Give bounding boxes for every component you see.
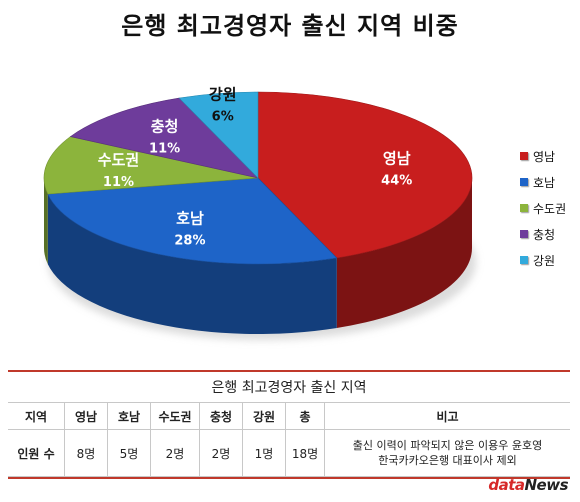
legend-label: 충청 bbox=[533, 227, 556, 242]
header-cell: 강원 bbox=[242, 402, 286, 430]
header-cell: 호남 bbox=[107, 402, 151, 430]
header-cell: 수도권 bbox=[150, 402, 200, 430]
slice-category-label: 수도권 bbox=[98, 151, 139, 169]
header-cell: 영남 bbox=[64, 402, 108, 430]
slice-value-label: 6% bbox=[212, 110, 234, 125]
legend-item: 강원 bbox=[520, 247, 566, 273]
header-cell: 총 bbox=[285, 402, 325, 430]
pie-slice-3 bbox=[69, 97, 259, 179]
legend-label: 영남 bbox=[533, 149, 556, 164]
summary-table: 은행 최고경영자 출신 지역 지역 영남 호남 수도권 충청 강원 총 비고 인… bbox=[8, 370, 570, 479]
pie-chart: 영남 44% 호남 28% 수도권 11% 충청 11% 강원 6% bbox=[43, 86, 476, 340]
slice-category-label: 충청 bbox=[151, 117, 179, 135]
note-line: 한국카카오은행 대표이사 제외 bbox=[378, 454, 517, 467]
legend-swatch bbox=[520, 230, 528, 238]
slice-value-label: 11% bbox=[149, 141, 180, 156]
slice-value-label: 11% bbox=[103, 175, 134, 190]
slice-value-label: 28% bbox=[174, 234, 205, 249]
slice-category-label: 영남 bbox=[383, 149, 411, 167]
header-cell: 충청 bbox=[199, 402, 243, 430]
legend-item: 영남 bbox=[520, 143, 566, 169]
header-cell: 지역 bbox=[8, 402, 65, 430]
table-cell: 1명 bbox=[242, 429, 286, 477]
pie-slice-4 bbox=[178, 91, 259, 179]
table-cell: 8명 bbox=[64, 429, 108, 477]
table-header-row: 지역 영남 호남 수도권 충청 강원 총 비고 bbox=[8, 402, 570, 430]
legend-swatch bbox=[520, 204, 528, 212]
row-label: 인원 수 bbox=[8, 429, 65, 477]
legend-swatch bbox=[520, 152, 528, 160]
table-cell: 18명 bbox=[285, 429, 325, 477]
legend-item: 호남 bbox=[520, 169, 566, 195]
legend: 영남 호남 수도권 충청 강원 bbox=[520, 143, 566, 273]
table-cell: 5명 bbox=[107, 429, 151, 477]
chart-title: 은행 최고경영자 출신 지역 비중 bbox=[121, 12, 459, 40]
datanews-logo: dataNews bbox=[488, 476, 568, 494]
legend-label: 수도권 bbox=[533, 201, 567, 216]
legend-item: 수도권 bbox=[520, 195, 566, 221]
slice-category-label: 강원 bbox=[209, 86, 237, 104]
pie-side-2 bbox=[44, 178, 48, 265]
table-caption: 은행 최고경영자 출신 지역 bbox=[8, 372, 570, 403]
note-line: 출신 이력이 파악되지 않은 이용우 윤호영 bbox=[352, 439, 543, 452]
pie-side-0 bbox=[336, 178, 472, 328]
legend-label: 강원 bbox=[533, 253, 556, 268]
pie-slice-1 bbox=[47, 177, 338, 265]
pie-slice-2 bbox=[43, 136, 259, 195]
slice-category-label: 호남 bbox=[176, 210, 204, 228]
note-cell: 출신 이력이 파악되지 않은 이용우 윤호영 한국카카오은행 대표이사 제외 bbox=[324, 429, 570, 477]
pie-side-1 bbox=[47, 194, 337, 334]
legend-swatch bbox=[520, 256, 528, 264]
table-cell: 2명 bbox=[199, 429, 243, 477]
table-row: 인원 수 8명 5명 2명 2명 1명 18명 출신 이력이 파악되지 않은 이… bbox=[8, 429, 570, 477]
legend-swatch bbox=[520, 178, 528, 186]
header-cell: 비고 bbox=[324, 402, 570, 430]
pie-slice-0 bbox=[257, 91, 473, 259]
legend-item: 충청 bbox=[520, 221, 566, 247]
slice-value-label: 44% bbox=[381, 173, 412, 188]
table-cell: 2명 bbox=[150, 429, 200, 477]
legend-label: 호남 bbox=[533, 175, 556, 190]
